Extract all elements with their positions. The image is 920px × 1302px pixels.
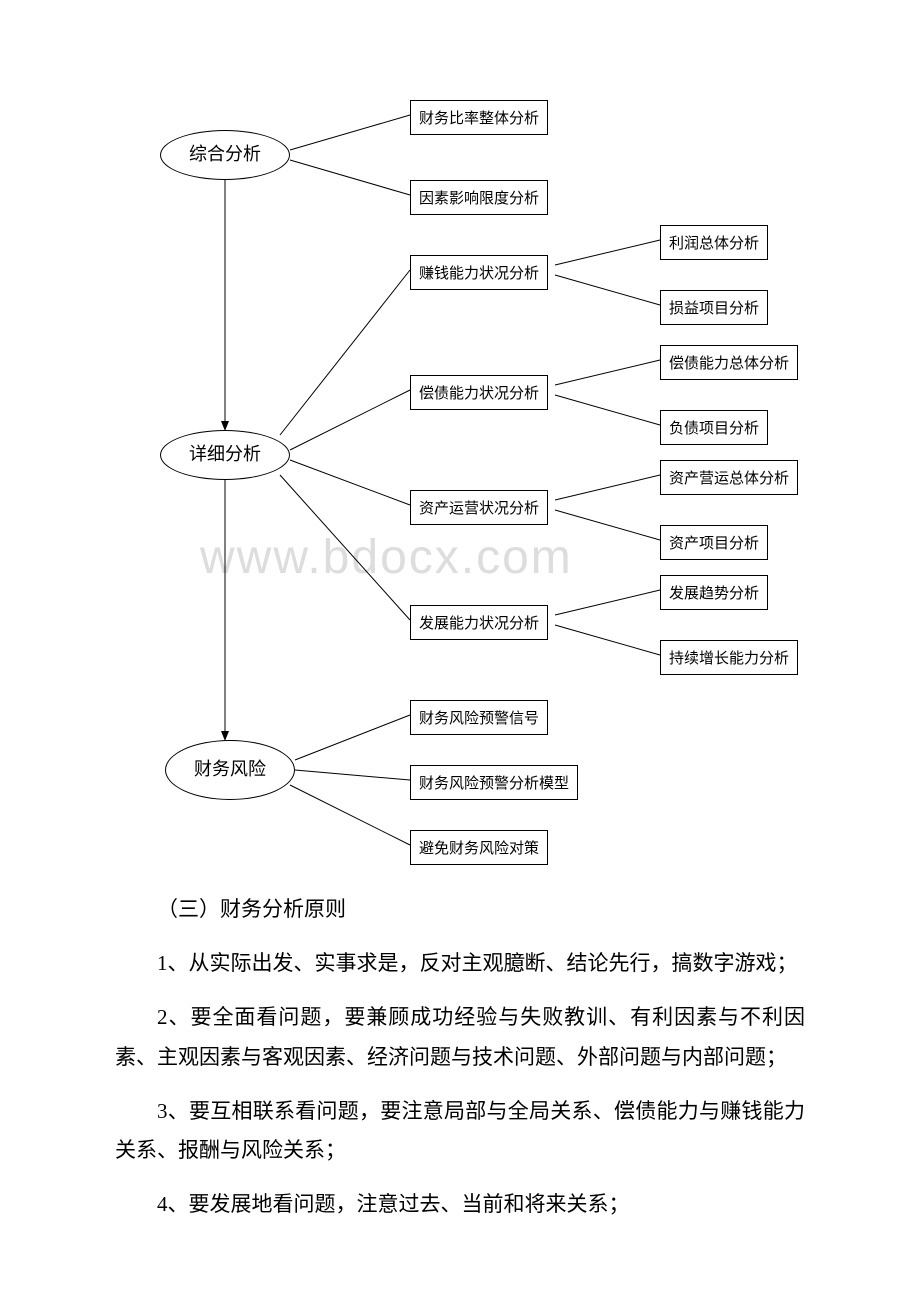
box-node: 避免财务风险对策 [410, 830, 548, 865]
box-node: 资产运营状况分析 [410, 490, 548, 525]
box-node: 偿债能力总体分析 [660, 345, 798, 380]
box-node: 资产营运总体分析 [660, 460, 798, 495]
box-node: 偿债能力状况分析 [410, 375, 548, 410]
paragraph-4: 4、要发展地看问题，注意过去、当前和将来关系； [115, 1185, 805, 1225]
box-node: 发展趋势分析 [660, 575, 768, 610]
section-heading: （三）财务分析原则 [115, 890, 805, 930]
ellipse-node: 综合分析 [160, 130, 290, 180]
box-node: 发展能力状况分析 [410, 605, 548, 640]
box-node: 财务风险预警分析模型 [410, 765, 578, 800]
paragraph-2: 2、要全面看问题，要兼顾成功经验与失败教训、有利因素与不利因素、主观因素与客观因… [115, 998, 805, 1078]
box-node: 负债项目分析 [660, 410, 768, 445]
paragraph-3: 3、要互相联系看问题，要注意局部与全局关系、偿债能力与赚钱能力关系、报酬与风险关… [115, 1092, 805, 1172]
ellipse-node: 详细分析 [160, 430, 290, 480]
box-node: 持续增长能力分析 [660, 640, 798, 675]
box-node: 因素影响限度分析 [410, 180, 548, 215]
text-section: （三）财务分析原则 1、从实际出发、实事求是，反对主观臆断、结论先行，搞数字游戏… [115, 890, 805, 1239]
box-node: 财务比率整体分析 [410, 100, 548, 135]
box-node: 损益项目分析 [660, 290, 768, 325]
box-node: 利润总体分析 [660, 225, 768, 260]
ellipse-node: 财务风险 [165, 740, 295, 800]
paragraph-1: 1、从实际出发、实事求是，反对主观臆断、结论先行，搞数字游戏； [115, 944, 805, 984]
box-node: 财务风险预警信号 [410, 700, 548, 735]
box-node: 赚钱能力状况分析 [410, 255, 548, 290]
diagram-container: 综合分析详细分析财务风险财务比率整体分析因素影响限度分析赚钱能力状况分析偿债能力… [0, 80, 920, 880]
box-node: 资产项目分析 [660, 525, 768, 560]
